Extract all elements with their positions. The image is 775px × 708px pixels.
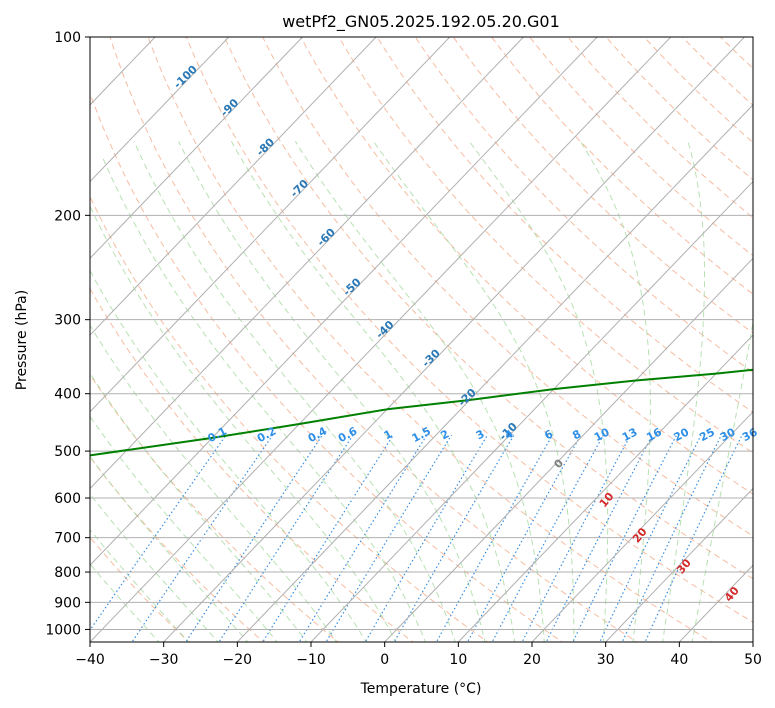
moist-adiabat-line [90,269,367,642]
isotherm-line [90,37,525,490]
y-tick-label: 100 [54,30,81,46]
moist-adiabat-line [133,141,456,642]
x-tick-label: 20 [523,652,541,668]
mixing-ratio-line [393,434,515,642]
mixing-ratio-line [218,434,354,642]
x-tick-label: −10 [296,652,326,668]
plot-background [90,37,753,642]
y-tick-label: 600 [54,491,81,507]
x-tick-label: 50 [744,652,762,668]
moist-adiabat-line [373,141,575,642]
mixing-ratio-label: 30 [718,425,738,444]
isotherm-line [90,37,304,260]
dry-adiabat-line [643,37,753,144]
mixing-ratio-line [572,434,678,642]
mixing-ratio-line [262,434,394,642]
isotherm-line [457,334,753,642]
y-axis-label: Pressure (hPa) [14,290,30,390]
moist-adiabat-line [178,141,486,642]
y-axis-ticks: 100 200 300 400 500 600 700 800 900 1000 [45,30,90,638]
mixing-ratio-line [90,434,227,632]
mixing-ratio-label: 16 [644,425,664,444]
y-tick-label: 500 [54,444,81,460]
moist-adiabat-line [90,563,160,642]
dry-adiabat-line [605,37,753,181]
moist-adiabat-line [90,528,190,642]
dry-adiabat-line [223,37,753,580]
x-axis-label: Temperature (°C) [360,681,482,697]
moist-adiabat-line [90,455,249,642]
mixing-ratio-line [621,434,722,642]
dry-adiabat-line [90,287,414,642]
x-tick-label: 40 [670,652,688,668]
isotherm-line [90,37,672,642]
moist-adiabat-line [662,141,705,642]
background-lines [90,37,753,642]
moist-adiabat-line [468,141,609,642]
moist-adiabat-line [230,141,516,642]
isotherm-line [90,37,598,566]
dry-adiabat-line [90,373,340,642]
plot-frame [89,36,754,643]
mixing-ratio-label: 20 [672,425,692,444]
y-tick-label: 800 [54,565,81,581]
dry-adiabat-line [452,37,753,334]
moist-adiabat-line [102,157,427,642]
mixing-ratio-label: 36 [740,425,760,444]
x-tick-label: 10 [449,652,467,668]
x-tick-label: −40 [75,652,105,668]
isotherm-line [90,37,451,413]
y-tick-label: 300 [54,313,81,329]
mixing-ratio-label: 25 [697,425,717,444]
isotherm-line [604,487,753,642]
x-tick-label: 0 [380,652,389,668]
chart-title: wetPf2_GN05.2025.192.05.20.G01 [282,12,560,32]
dry-adiabat-line [376,37,753,413]
y-tick-label: 200 [54,208,81,224]
mixing-ratio-line [545,434,654,642]
dry-adiabat-line [262,37,753,537]
mixing-ratio-line [521,434,632,642]
x-tick-label: 30 [597,652,615,668]
dry-adiabat-line [90,536,190,642]
mixing-ratio-label: 10 [592,425,612,444]
x-tick-label: −20 [223,652,253,668]
dry-adiabat-line [185,37,753,623]
dry-adiabat-line [90,91,564,642]
isotherm-line [90,37,230,183]
dry-adiabat-line [109,37,638,642]
isotherm-line [383,257,753,642]
moist-adiabat-line [90,205,397,642]
dry-adiabat-line [414,37,753,374]
isotherm-line [310,180,753,642]
mixing-ratio-label: 13 [620,425,640,444]
mixing-ratio-line [185,434,323,642]
mixing-ratio-line [298,434,428,642]
y-tick-label: 400 [54,387,81,403]
dry-adiabat-line [567,37,753,219]
moist-adiabat-line [579,141,651,642]
mixing-ratio-line [325,434,453,642]
y-tick-label: 700 [54,531,81,547]
pressure-gridlines [90,37,753,630]
isotherm-line [162,37,746,642]
isotherm-line [531,411,753,642]
isotherm-line [90,37,377,336]
mixing-ratio-line [644,434,743,642]
x-axis-ticks: −40 −30 −20 −10 0 10 20 30 40 50 [75,642,762,668]
mixing-ratio-line [364,434,488,642]
y-tick-label: 900 [54,595,81,611]
moist-adiabat-line [294,141,545,642]
dry-adiabat-line [338,37,753,454]
y-tick-label: 1000 [45,622,81,638]
moist-adiabat-line [90,324,338,642]
isotherm-line [236,104,753,642]
moist-adiabat-line [90,493,219,642]
x-tick-label: −30 [149,652,179,668]
moist-adiabat-line [691,319,753,642]
moist-adiabat-line [90,415,278,642]
